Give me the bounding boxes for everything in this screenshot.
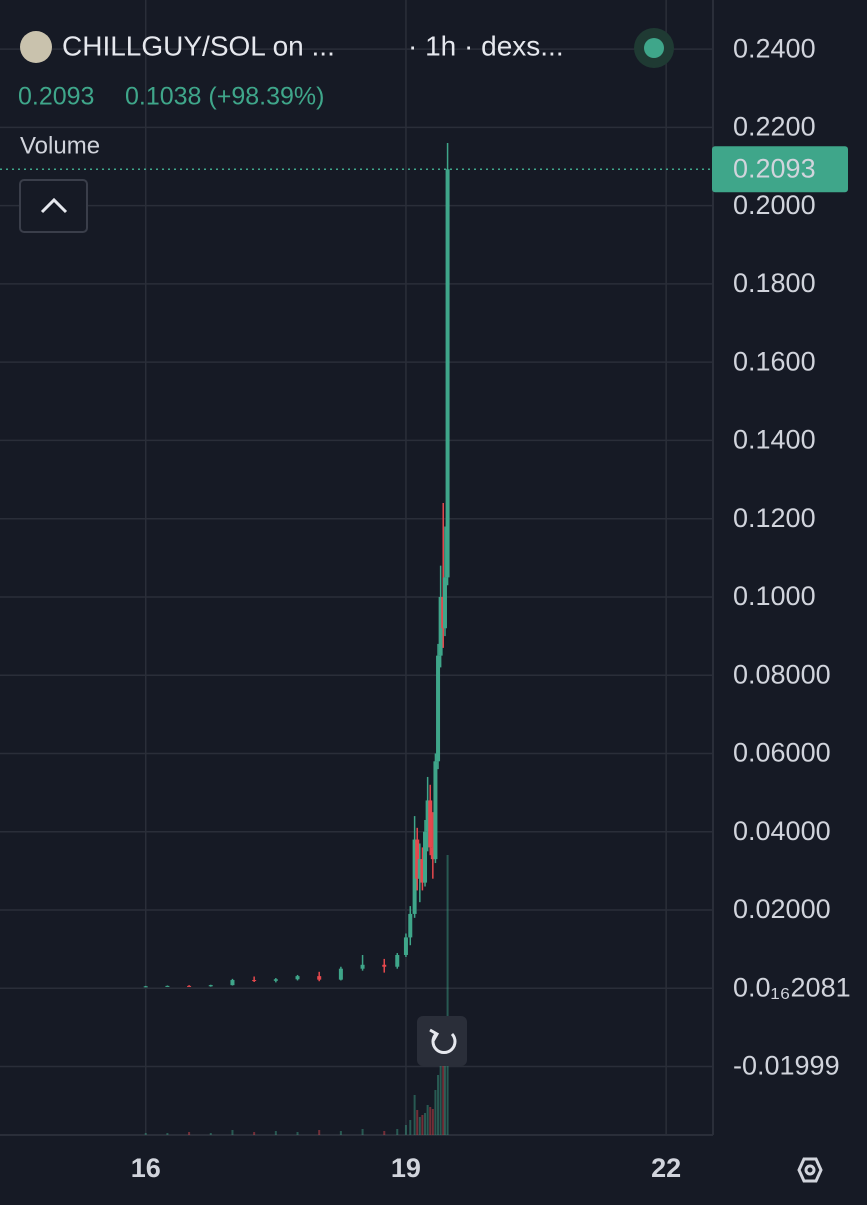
volume-bar — [253, 1132, 256, 1135]
y-tick-label: 0.1000 — [733, 581, 816, 611]
x-tick-label: 19 — [391, 1153, 421, 1183]
candle-body — [408, 913, 413, 938]
y-tick-label: 0.08000 — [733, 659, 831, 689]
candle-body — [295, 976, 300, 980]
candle-body — [430, 847, 435, 860]
y-tick-label: 0.1200 — [733, 503, 816, 533]
candle-body — [442, 577, 447, 629]
y-tick-label: 0.1800 — [733, 268, 816, 298]
volume-bar — [404, 1125, 407, 1135]
price-tag-box — [712, 146, 848, 193]
y-tick-label: 0.2200 — [733, 112, 816, 142]
candle-body — [438, 596, 443, 656]
candle-body — [420, 859, 425, 883]
pair-name[interactable]: CHILLGUY/SOL on ... — [62, 30, 335, 61]
volume-bar — [443, 1025, 446, 1135]
y-tick-label: 0.0₁₆2081 — [733, 972, 851, 1002]
volume-bar — [439, 1065, 442, 1135]
button-frame[interactable] — [417, 1016, 467, 1066]
settings-icon[interactable] — [797, 1157, 823, 1183]
candle-body — [208, 985, 213, 987]
y-tick-label: 0.02000 — [733, 894, 831, 924]
candle-body — [395, 955, 400, 967]
candle-body — [165, 985, 170, 987]
candle-body — [423, 831, 428, 883]
volume-bar — [409, 1120, 412, 1135]
candle-body — [143, 986, 148, 988]
candle-body — [445, 169, 450, 578]
volume-bar — [396, 1129, 399, 1135]
volume-bar — [431, 1109, 434, 1135]
volume-bar — [383, 1131, 386, 1135]
y-tick-label: 0.04000 — [733, 816, 831, 846]
grid — [0, 0, 713, 1135]
candle-body — [360, 964, 365, 969]
volume-bar — [437, 1075, 440, 1135]
volume-bar — [296, 1132, 299, 1135]
settings-button[interactable] — [797, 1157, 823, 1183]
chevron-up — [40, 197, 68, 214]
candle-body — [433, 761, 438, 860]
candle-body — [415, 839, 420, 879]
volume-bar — [413, 1095, 416, 1135]
marks — [0, 143, 713, 1135]
volume-bar — [442, 1045, 445, 1135]
reset-button[interactable] — [417, 1016, 467, 1066]
volume-bar — [274, 1131, 277, 1135]
header-price: 0.2093 — [18, 83, 94, 111]
candle-body — [417, 859, 422, 879]
candle-body — [403, 937, 408, 955]
x-tick-label: 16 — [131, 1153, 161, 1183]
volume-bar — [424, 1113, 427, 1135]
settings-center — [804, 1164, 816, 1176]
candle-body — [412, 839, 417, 914]
candle-body — [252, 980, 257, 982]
candle-body — [187, 985, 192, 987]
status-dot — [644, 38, 664, 58]
collapse-button[interactable] — [19, 179, 88, 233]
candle-body — [382, 964, 387, 967]
candle-body — [273, 979, 278, 981]
x-tick-label: 22 — [651, 1153, 681, 1183]
reset-arrow — [429, 1028, 440, 1042]
candle-body — [436, 655, 441, 762]
volume-bar — [434, 1090, 437, 1135]
header-change: 0.1038 (+98.39%) — [125, 83, 324, 111]
volume-bar — [339, 1131, 342, 1135]
y-tick-label: 0.1400 — [733, 425, 816, 455]
candle-body — [338, 968, 343, 980]
button-frame[interactable] — [19, 179, 88, 233]
y-tick-label: 0.2400 — [733, 33, 816, 63]
pair-meta: · 1h · dexs... — [408, 30, 564, 61]
volume-bar — [318, 1130, 321, 1135]
candle-body — [425, 800, 430, 832]
token-avatar[interactable] — [20, 31, 52, 63]
candle-body — [230, 980, 235, 986]
volume-bar — [416, 1110, 419, 1135]
volume-bar — [429, 1107, 432, 1135]
volume-bar — [446, 855, 449, 1135]
candle-body — [317, 976, 322, 980]
y-tick-label: -0.01999 — [733, 1051, 840, 1081]
y-tick-label: 0.2000 — [733, 190, 816, 220]
volume-bar — [418, 1117, 421, 1135]
price-tag: 0.2093 — [733, 153, 816, 183]
volume-bar — [231, 1130, 234, 1135]
volume-bar — [188, 1132, 191, 1135]
volume-bar — [209, 1133, 212, 1135]
volume-bar — [144, 1133, 147, 1135]
volume-bar — [421, 1115, 424, 1135]
volume-bar — [426, 1105, 429, 1135]
volume-label: Volume — [20, 132, 100, 159]
candle-body — [428, 800, 433, 848]
volume-bar — [166, 1133, 169, 1135]
volume-bar — [361, 1129, 364, 1135]
y-tick-label: 0.1600 — [733, 346, 816, 376]
y-tick-label: 0.06000 — [733, 738, 831, 768]
